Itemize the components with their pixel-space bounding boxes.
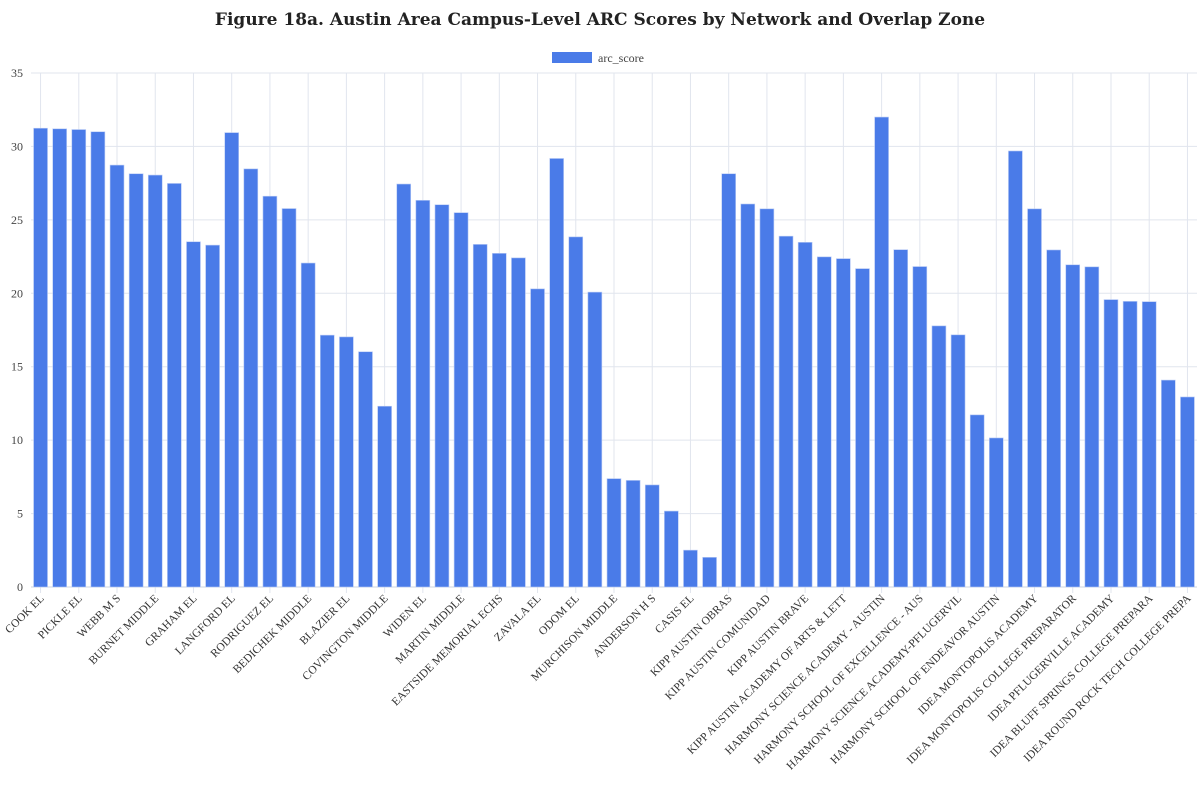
bar (759, 208, 775, 588)
x-tick-label: HARMONY SCIENCE ACADEMY-PFLUGERVIL (785, 593, 965, 773)
bar (683, 549, 698, 588)
y-tick-label: 35 (11, 66, 23, 80)
bar (1103, 299, 1119, 588)
bar (415, 200, 431, 588)
bar (1122, 301, 1138, 588)
bar (1065, 264, 1081, 588)
bar (625, 480, 641, 588)
bar (893, 249, 908, 588)
bar (912, 266, 928, 588)
bar (855, 268, 870, 588)
y-tick-label: 0 (17, 580, 23, 594)
bar (740, 203, 756, 588)
bar (664, 510, 679, 588)
bar (90, 131, 106, 588)
bar (644, 484, 660, 588)
bar (262, 195, 278, 588)
y-tick-label: 20 (11, 286, 23, 300)
bar (281, 208, 297, 588)
bar (186, 241, 201, 588)
y-tick-label: 25 (11, 213, 23, 227)
y-tick-label: 10 (11, 433, 23, 447)
bar (931, 325, 947, 588)
y-tick-label: 15 (11, 360, 23, 374)
bar (453, 212, 469, 588)
bar (969, 414, 985, 588)
legend-swatch (552, 52, 592, 63)
bar (472, 244, 488, 588)
bar (989, 437, 1004, 588)
bar (205, 244, 220, 588)
bar (874, 116, 889, 588)
bar (300, 262, 316, 588)
bar (797, 242, 813, 588)
bar (606, 478, 622, 588)
bar (358, 351, 373, 588)
bar (568, 236, 584, 588)
legend-label: arc_score (598, 51, 644, 65)
bar (1008, 150, 1023, 588)
bar (224, 132, 239, 588)
bar (109, 164, 125, 588)
bar (816, 256, 832, 588)
bar (71, 129, 87, 588)
bar (1180, 396, 1195, 588)
bar (836, 258, 851, 588)
bar (339, 336, 354, 588)
bar (128, 173, 144, 588)
bar (434, 204, 450, 588)
bar (511, 257, 526, 588)
bar (147, 174, 163, 588)
bar (243, 168, 259, 588)
chart-title: Figure 18a. Austin Area Campus-Level ARC… (214, 10, 986, 30)
bar (702, 557, 717, 588)
bar (721, 173, 736, 588)
bar (950, 334, 966, 588)
x-tick-label: MARTIN MIDDLE (393, 593, 467, 667)
bar (587, 291, 603, 588)
bar (549, 158, 564, 588)
bar (33, 127, 48, 588)
bar (1084, 266, 1100, 588)
bar (1046, 249, 1061, 588)
bar (778, 235, 794, 588)
bar (1027, 208, 1042, 588)
bar (320, 334, 335, 588)
bar (492, 253, 507, 588)
y-tick-label: 30 (11, 139, 23, 153)
bar (1161, 379, 1176, 588)
bar (530, 288, 545, 588)
x-tick-label: BURNET MIDDLE (87, 593, 162, 668)
bar (1141, 301, 1157, 588)
bar (52, 128, 67, 588)
bar (396, 183, 412, 588)
bar (167, 183, 182, 588)
bar (377, 405, 392, 588)
y-tick-label: 5 (17, 507, 23, 521)
